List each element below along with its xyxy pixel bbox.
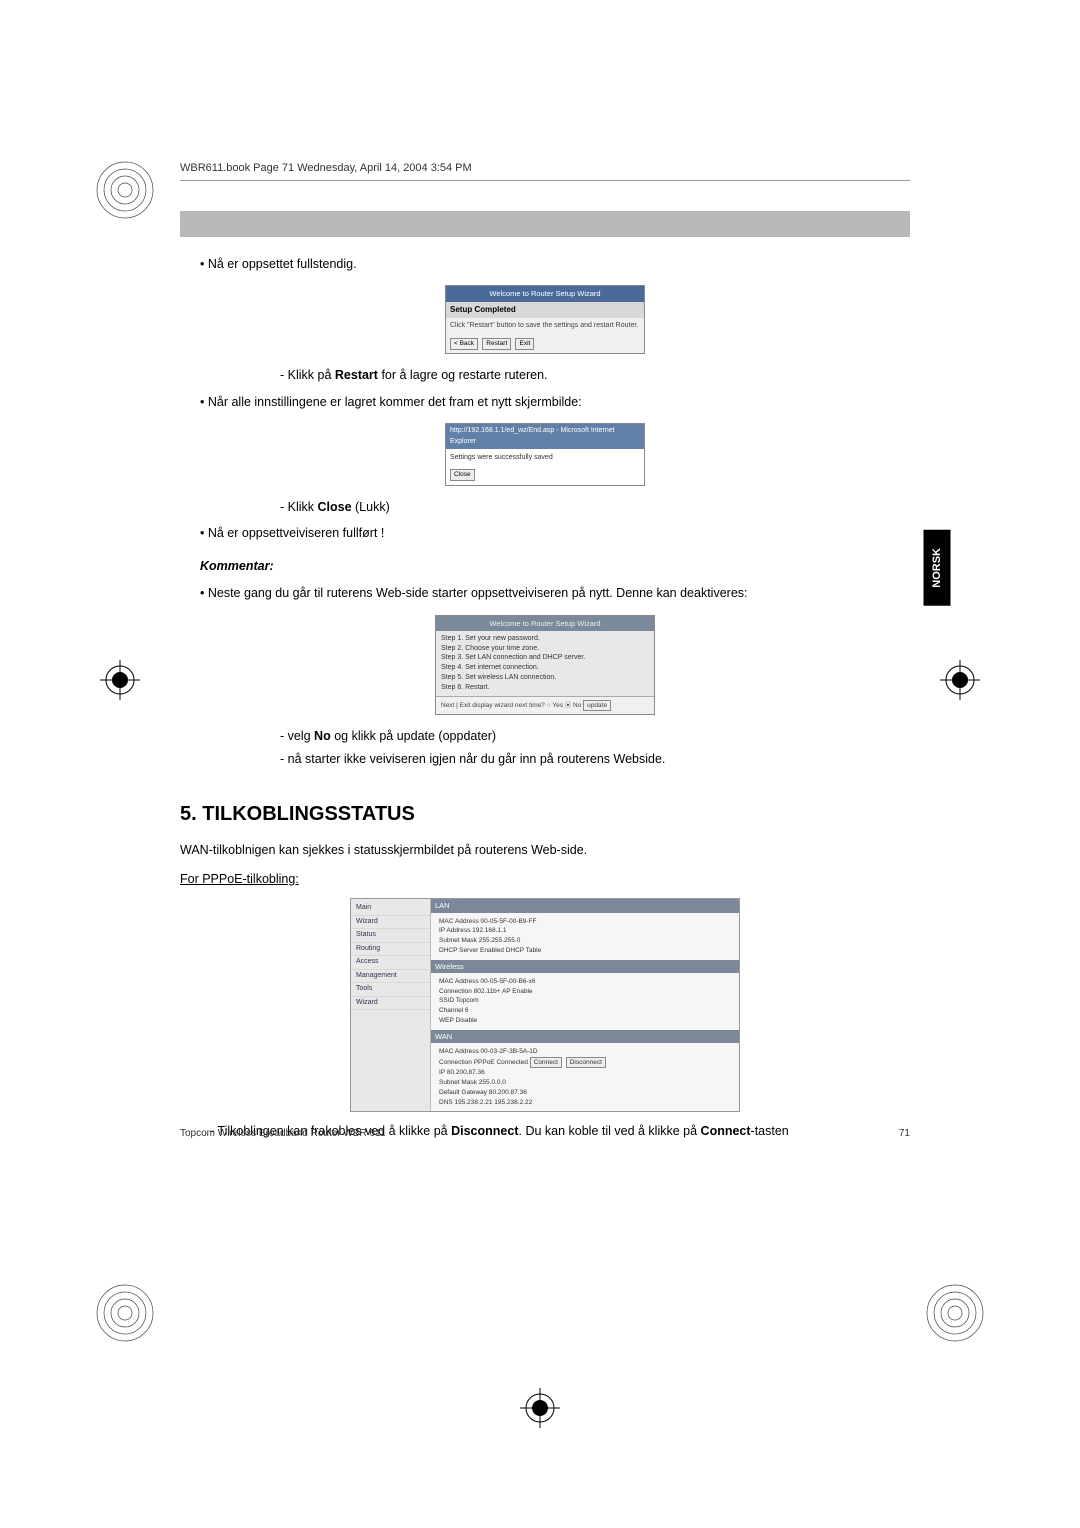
wan-mac: MAC Address 00-03-2F-3B-5A-1D: [439, 1047, 731, 1057]
step-5: Step 5. Set wireless LAN connection.: [441, 673, 649, 683]
page-header: WBR611.book Page 71 Wednesday, April 14,…: [180, 160, 910, 181]
instruction-select-no: - velg No og klikk på update (oppdater): [280, 727, 910, 746]
screenshot-wizard-steps: Welcome to Router Setup Wizard Step 1. S…: [435, 615, 655, 716]
wl-channel: Channel 6: [439, 1006, 731, 1016]
wireless-title: Wireless: [431, 960, 739, 973]
nav-status[interactable]: Status: [351, 929, 430, 943]
nav-wizard[interactable]: Wizard: [351, 916, 430, 930]
nav-management[interactable]: Management: [351, 970, 430, 984]
update-button[interactable]: update: [583, 700, 611, 712]
lan-ip: IP Address 192.168.1.1: [439, 926, 731, 936]
step-4: Step 4. Set internet connection.: [441, 663, 649, 673]
shot1-text: Click "Restart" button to save the setti…: [446, 318, 644, 335]
bullet-setup-complete: Nå er oppsettet fullstendig.: [200, 255, 910, 274]
nav-wizard2[interactable]: Wizard: [351, 997, 430, 1011]
text: for å lagre og restarte ruteren.: [378, 368, 548, 382]
nav-access[interactable]: Access: [351, 956, 430, 970]
text: - Klikk på: [280, 368, 335, 382]
lan-title: LAN: [431, 899, 739, 912]
shot1-subtitle: Setup Completed: [446, 302, 644, 318]
connect-button[interactable]: Connect: [530, 1057, 562, 1069]
print-mark-br: [920, 1278, 990, 1348]
screenshot-setup-complete: Welcome to Router Setup Wizard Setup Com…: [445, 285, 645, 354]
registration-mark-right: [940, 660, 980, 700]
instruction-restart: - Klikk på Restart for å lagre og restar…: [280, 366, 910, 385]
text: (Lukk): [352, 500, 390, 514]
wan-conn-text: Connection PPPoE Connected: [439, 1059, 530, 1066]
body-wan-check: WAN-tilkoblnigen kan sjekkes i statusskj…: [180, 841, 910, 860]
shot2-url: http://192.168.1.1/ed_wz/End.asp - Micro…: [446, 424, 644, 449]
text-bold: No: [314, 729, 331, 743]
wl-ssid: SSID Topcom: [439, 996, 731, 1006]
nav-main[interactable]: Main: [351, 902, 430, 916]
screenshot-saved: http://192.168.1.1/ed_wz/End.asp - Micro…: [445, 423, 645, 485]
wl-wep: WEP Disable: [439, 1016, 731, 1026]
disconnect-button[interactable]: Disconnect: [566, 1057, 606, 1069]
text: - Klikk: [280, 500, 318, 514]
lan-subnet: Subnet Mask 255.255.255.0: [439, 936, 731, 946]
step-6: Step 6. Restart.: [441, 683, 649, 693]
back-button[interactable]: < Back: [450, 338, 478, 350]
wan-ip: IP 80.200.87.36: [439, 1068, 731, 1078]
bullet-new-screen: Når alle innstillingene er lagret kommer…: [200, 393, 910, 412]
close-button[interactable]: Close: [450, 469, 475, 481]
wan-title: WAN: [431, 1030, 739, 1043]
language-tab: NORSK: [924, 530, 951, 606]
footer-title: Topcom Wireless Broadband Router WBR 611: [180, 1126, 385, 1141]
section-bar: [180, 211, 910, 237]
wl-mac: MAC Address 00-05-5F-00-B6-x6: [439, 977, 731, 987]
bullet-wizard-done: Nå er oppsettveiviseren fullført !: [200, 524, 910, 543]
section-heading-5: 5. TILKOBLINGSSTATUS: [180, 799, 910, 829]
registration-mark-left: [100, 660, 140, 700]
step-3: Step 3. Set LAN connection and DHCP serv…: [441, 653, 649, 663]
page-number: 71: [899, 1126, 910, 1141]
body-pppoe-label: For PPPoE-tilkobling:: [180, 870, 910, 889]
instruction-close: - Klikk Close (Lukk): [280, 498, 910, 517]
registration-mark-bottom: [520, 1388, 560, 1428]
text: og klikk på update (oppdater): [331, 729, 496, 743]
print-mark-bl: [90, 1278, 160, 1348]
wan-conn: Connection PPPoE Connected Connect Disco…: [439, 1057, 731, 1069]
exit-button[interactable]: Exit: [515, 338, 534, 350]
lan-mac: MAC Address 00-05-5F-00-B9-FF: [439, 917, 731, 927]
shot3-title: Welcome to Router Setup Wizard: [436, 616, 654, 631]
wl-conn: Connection 802.11b+ AP Enable: [439, 987, 731, 997]
nav-tools[interactable]: Tools: [351, 983, 430, 997]
restart-button[interactable]: Restart: [482, 338, 511, 350]
text: - velg: [280, 729, 314, 743]
screenshot-status: Main Wizard Status Routing Access Manage…: [350, 898, 740, 1112]
instruction-wizard-off: - nå starter ikke veiviseren igjen når d…: [280, 750, 910, 769]
status-nav: Main Wizard Status Routing Access Manage…: [351, 899, 431, 1111]
bullet-wizard-restart: Neste gang du går til ruterens Web-side …: [200, 584, 910, 603]
lan-dhcp: DHCP Server Enabled DHCP Table: [439, 946, 731, 956]
step-2: Step 2. Choose your time zone.: [441, 644, 649, 654]
print-mark-tl: [90, 155, 160, 225]
text-bold: Close: [318, 500, 352, 514]
shot2-text: Settings were successfully saved: [450, 453, 640, 464]
wan-subnet: Subnet Mask 255.0.0.0: [439, 1078, 731, 1088]
shot3-footer-text: Next | Exit display wizard next time? ○ …: [441, 702, 583, 709]
nav-routing[interactable]: Routing: [351, 943, 430, 957]
shot1-title: Welcome to Router Setup Wizard: [446, 286, 644, 301]
text-bold: Restart: [335, 368, 378, 382]
comment-label: Kommentar:: [200, 557, 910, 576]
step-1: Step 1. Set your new password.: [441, 634, 649, 644]
